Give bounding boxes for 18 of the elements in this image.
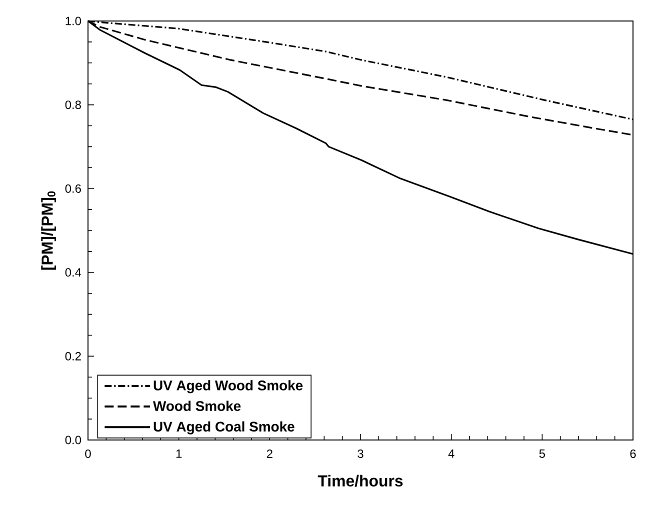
y-tick-label: 0.8 [65,100,81,110]
x-axis-title: Time/hours [318,474,403,487]
y-tick-label: 1.0 [66,16,82,26]
x-tick-label: 0 [85,450,91,458]
x-tick-label: 3 [358,450,364,458]
y-tick-label: 0.6 [65,184,81,193]
y-tick-label: 0.0 [65,436,82,444]
y-axis-title: [PM]/[PM]$_{0}$ [41,191,56,270]
x-tick-label: 5 [539,450,545,458]
x-tick-label: 4 [448,450,454,458]
x-tick-label: 1 [176,450,182,458]
y-tick-label: 0.2 [65,352,81,360]
x-tick-label: 6 [630,450,636,458]
legend-label: Wood Smoke [153,400,241,411]
legend-label: UV Aged Coal Smoke [154,421,294,434]
y-tick-label: 0.4 [65,268,82,277]
legend-label: UV Aged Wood Smoke [154,380,303,394]
x-tick-label: 2 [266,450,272,458]
